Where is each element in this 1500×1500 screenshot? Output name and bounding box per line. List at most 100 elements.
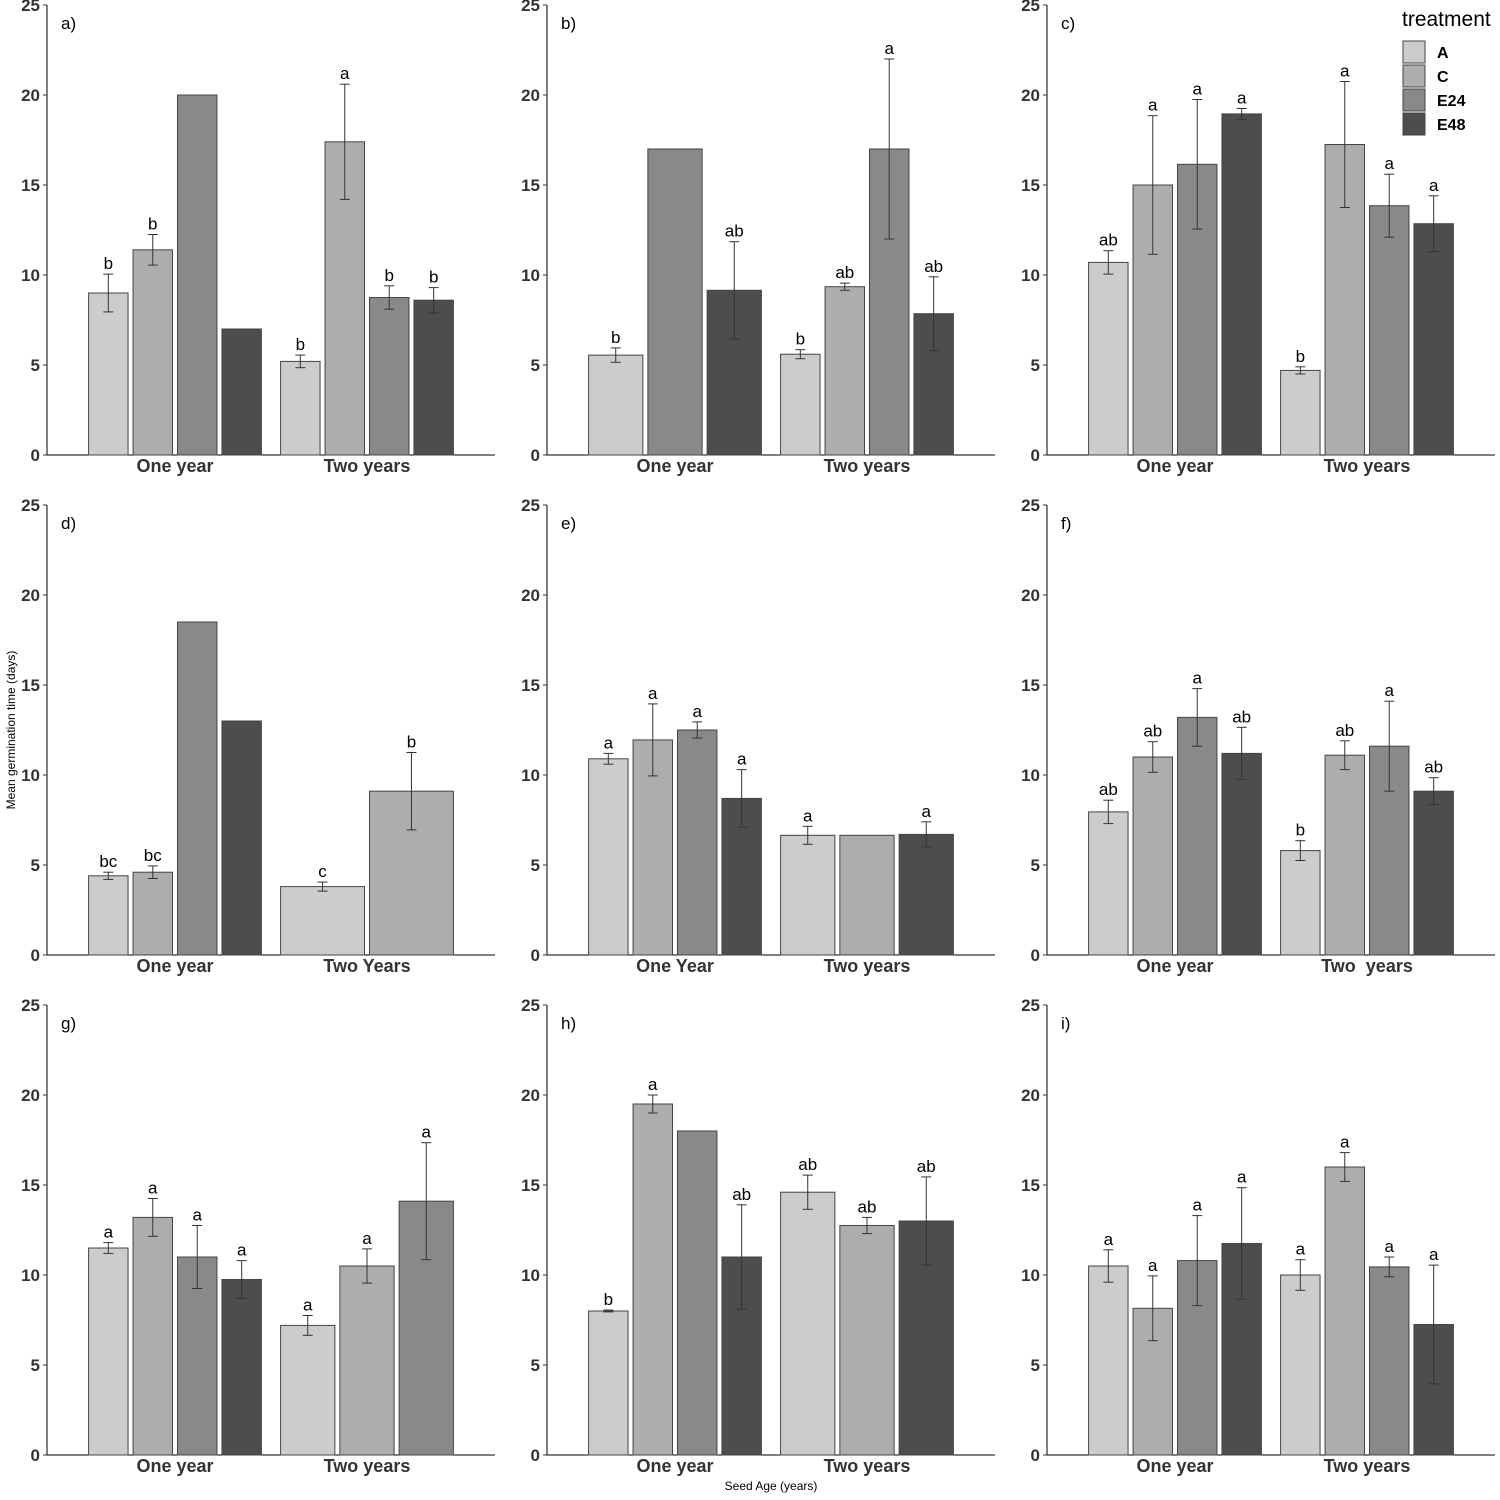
y-tick-label: 10	[21, 1266, 40, 1285]
y-tick-label: 5	[531, 356, 540, 375]
y-tick-label: 10	[521, 266, 540, 285]
significance-label: b	[429, 268, 438, 287]
significance-label: a	[148, 1179, 158, 1198]
bar-a	[588, 758, 629, 956]
significance-label: ab	[725, 222, 744, 241]
category-label: Two years	[1321, 956, 1413, 976]
y-tick-label: 15	[1021, 676, 1040, 695]
significance-label: c	[318, 862, 327, 881]
significance-label: a	[303, 1296, 313, 1315]
bar-group: b ab	[588, 148, 762, 456]
y-tick-label: 20	[21, 1086, 40, 1105]
category-label: Two Years	[323, 956, 410, 976]
significance-label: ab	[858, 1197, 877, 1216]
significance-label: a	[1192, 1196, 1202, 1215]
significance-label: b	[407, 733, 416, 752]
significance-label: a	[237, 1241, 247, 1260]
category-label: One year	[636, 456, 713, 476]
category-label: Two years	[824, 1456, 911, 1476]
category-label: Two years	[324, 1456, 411, 1476]
y-tick-label: 15	[21, 176, 40, 195]
significance-label: a	[604, 733, 614, 752]
significance-label: b	[796, 330, 805, 349]
significance-label: a	[362, 1229, 372, 1248]
bar-e48	[413, 299, 454, 456]
significance-label: ab	[1099, 780, 1118, 799]
bar-e48	[221, 1279, 262, 1456]
y-tick-label: 20	[521, 586, 540, 605]
y-tick-label: 20	[521, 1086, 540, 1105]
y-tick-label: 0	[31, 946, 40, 965]
significance-label: b	[1296, 821, 1305, 840]
significance-label: a	[1429, 176, 1439, 195]
y-tick-label: 10	[21, 266, 40, 285]
category-label: One year	[136, 456, 213, 476]
bar-group: b a a a	[1280, 62, 1454, 456]
significance-label: a	[104, 1223, 114, 1242]
y-tick-label: 20	[21, 86, 40, 105]
y-tick-label: 25	[1021, 496, 1040, 515]
bar-c	[1324, 1166, 1366, 1456]
significance-label: ab	[924, 257, 943, 276]
bar-e48	[221, 328, 262, 456]
bar-a	[280, 1324, 336, 1456]
bar-e24	[1369, 1266, 1410, 1456]
legend-swatch-e24	[1402, 88, 1426, 112]
y-tick-label: 10	[521, 1266, 540, 1285]
bar-c	[339, 1265, 395, 1456]
category-label: One year	[636, 1456, 713, 1476]
y-tick-label: 25	[21, 496, 40, 515]
bar-group: bb	[88, 94, 262, 456]
bar-a	[88, 292, 129, 456]
panel-b: 0 5 10 15 20 25 b) b ab One year b ab a ab Two years	[521, 0, 995, 476]
panel-letter: d)	[61, 514, 76, 533]
bar-e48	[221, 720, 262, 956]
y-tick-label: 25	[521, 996, 540, 1015]
panel-letter: e)	[561, 514, 576, 533]
significance-label: bc	[99, 852, 117, 871]
panel-letter: b)	[561, 14, 576, 33]
bar-e24	[369, 297, 410, 456]
bar-c	[632, 1103, 673, 1456]
bar-e24	[177, 94, 218, 456]
significance-label: b	[604, 1290, 613, 1309]
significance-label: a	[648, 684, 658, 703]
significance-label: ab	[798, 1155, 817, 1174]
bar-e24	[677, 729, 718, 956]
panel-letter: h)	[561, 1014, 576, 1033]
bar-a	[1280, 1274, 1321, 1456]
y-tick-label: 25	[521, 0, 540, 15]
bar-a	[588, 1310, 629, 1456]
category-label: Two years	[1324, 456, 1411, 476]
y-tick-label: 0	[1031, 946, 1040, 965]
y-tick-label: 15	[21, 1176, 40, 1195]
y-tick-label: 5	[31, 1356, 40, 1375]
bar-c	[132, 871, 174, 956]
bar-group: b a ab	[588, 1075, 762, 1456]
bar-a	[1088, 1265, 1129, 1456]
y-tick-label: 20	[1021, 86, 1040, 105]
bar-group: b ab a ab	[780, 39, 954, 456]
y-tick-label: 15	[21, 676, 40, 695]
significance-label: a	[1429, 1245, 1439, 1264]
y-tick-label: 5	[1031, 356, 1040, 375]
significance-label: b	[611, 328, 620, 347]
legend-title: treatment	[1402, 8, 1491, 31]
y-tick-label: 0	[31, 1446, 40, 1465]
significance-label: a	[1384, 681, 1394, 700]
bar-a	[280, 360, 321, 456]
bar-c	[1324, 754, 1366, 956]
significance-label: a	[737, 750, 747, 769]
panel-i: 0 5 10 15 20 25 i) a a a a One year a a a a Two years	[1021, 996, 1495, 1476]
bar-c	[132, 249, 174, 456]
significance-label: ab	[1424, 758, 1443, 777]
category-label: One year	[1136, 456, 1213, 476]
bar-a	[780, 1191, 836, 1456]
panel-f: 0 5 10 15 20 25 f) ab ab a ab One year b ab a ab Two yea…	[1021, 496, 1495, 976]
bar-group: a a a a	[1280, 1133, 1454, 1456]
significance-label: a	[1192, 80, 1202, 99]
bar-c	[632, 739, 673, 956]
significance-label: a	[1237, 89, 1247, 108]
